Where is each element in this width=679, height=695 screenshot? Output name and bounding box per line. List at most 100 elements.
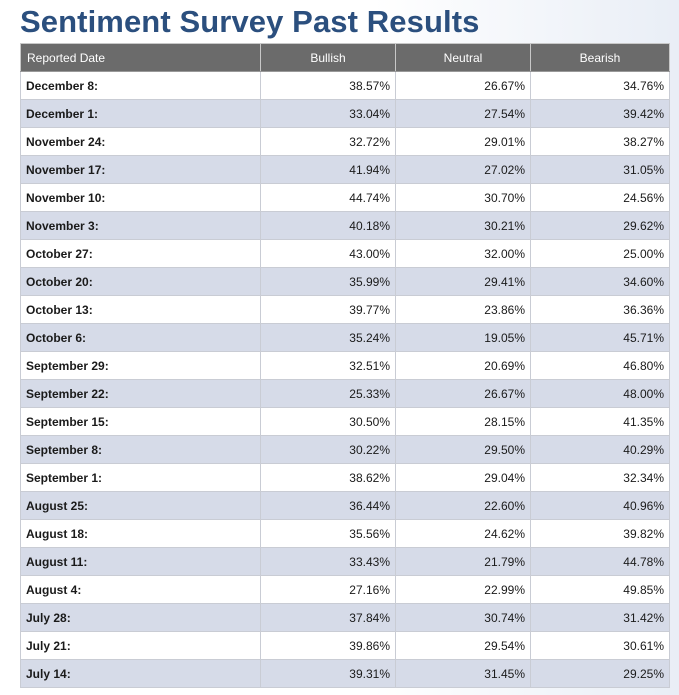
- table-row: August 25: 36.44% 22.60% 40.96%: [20, 491, 670, 520]
- cell-bearish: 32.34%: [530, 463, 670, 492]
- cell-date: July 21:: [20, 631, 261, 660]
- cell-neutral: 30.74%: [395, 603, 531, 632]
- cell-bullish: 40.18%: [260, 211, 396, 240]
- cell-bullish: 25.33%: [260, 379, 396, 408]
- table-row: December 1: 33.04% 27.54% 39.42%: [20, 99, 670, 128]
- cell-date: November 10:: [20, 183, 261, 212]
- cell-bearish: 49.85%: [530, 575, 670, 604]
- cell-bearish: 31.05%: [530, 155, 670, 184]
- cell-date: July 14:: [20, 659, 261, 688]
- table-row: November 17: 41.94% 27.02% 31.05%: [20, 155, 670, 184]
- cell-neutral: 21.79%: [395, 547, 531, 576]
- cell-bullish: 43.00%: [260, 239, 396, 268]
- cell-bullish: 39.31%: [260, 659, 396, 688]
- cell-bullish: 30.50%: [260, 407, 396, 436]
- table-row: October 6: 35.24% 19.05% 45.71%: [20, 323, 670, 352]
- cell-neutral: 32.00%: [395, 239, 531, 268]
- cell-neutral: 28.15%: [395, 407, 531, 436]
- table-row: September 29: 32.51% 20.69% 46.80%: [20, 351, 670, 380]
- cell-neutral: 23.86%: [395, 295, 531, 324]
- table-row: July 14: 39.31% 31.45% 29.25%: [20, 659, 670, 688]
- cell-bearish: 46.80%: [530, 351, 670, 380]
- cell-date: October 27:: [20, 239, 261, 268]
- cell-neutral: 26.67%: [395, 379, 531, 408]
- table-row: September 15: 30.50% 28.15% 41.35%: [20, 407, 670, 436]
- table-row: September 22: 25.33% 26.67% 48.00%: [20, 379, 670, 408]
- cell-date: August 11:: [20, 547, 261, 576]
- cell-bearish: 30.61%: [530, 631, 670, 660]
- cell-bearish: 40.96%: [530, 491, 670, 520]
- cell-date: November 24:: [20, 127, 261, 156]
- cell-neutral: 29.41%: [395, 267, 531, 296]
- table-row: November 3: 40.18% 30.21% 29.62%: [20, 211, 670, 240]
- cell-date: December 8:: [20, 71, 261, 100]
- cell-date: August 4:: [20, 575, 261, 604]
- cell-date: November 17:: [20, 155, 261, 184]
- cell-date: September 29:: [20, 351, 261, 380]
- cell-neutral: 30.70%: [395, 183, 531, 212]
- cell-neutral: 29.04%: [395, 463, 531, 492]
- cell-bearish: 39.82%: [530, 519, 670, 548]
- table-row: September 8: 30.22% 29.50% 40.29%: [20, 435, 670, 464]
- cell-bearish: 29.25%: [530, 659, 670, 688]
- cell-neutral: 29.01%: [395, 127, 531, 156]
- cell-bearish: 24.56%: [530, 183, 670, 212]
- cell-bullish: 30.22%: [260, 435, 396, 464]
- cell-date: September 15:: [20, 407, 261, 436]
- table-row: September 1: 38.62% 29.04% 32.34%: [20, 463, 670, 492]
- cell-neutral: 26.67%: [395, 71, 531, 100]
- cell-bullish: 44.74%: [260, 183, 396, 212]
- column-header-bearish: Bearish: [530, 43, 670, 72]
- cell-bullish: 35.99%: [260, 267, 396, 296]
- cell-bearish: 40.29%: [530, 435, 670, 464]
- cell-date: August 18:: [20, 519, 261, 548]
- cell-bullish: 41.94%: [260, 155, 396, 184]
- table-row: August 11: 33.43% 21.79% 44.78%: [20, 547, 670, 576]
- table-row: August 4: 27.16% 22.99% 49.85%: [20, 575, 670, 604]
- cell-bearish: 48.00%: [530, 379, 670, 408]
- table-row: October 13: 39.77% 23.86% 36.36%: [20, 295, 670, 324]
- cell-date: September 22:: [20, 379, 261, 408]
- column-header-neutral: Neutral: [395, 43, 531, 72]
- cell-neutral: 27.54%: [395, 99, 531, 128]
- cell-neutral: 22.60%: [395, 491, 531, 520]
- cell-neutral: 19.05%: [395, 323, 531, 352]
- cell-bearish: 36.36%: [530, 295, 670, 324]
- column-header-reported-date: Reported Date: [20, 43, 261, 72]
- cell-bearish: 31.42%: [530, 603, 670, 632]
- cell-neutral: 20.69%: [395, 351, 531, 380]
- cell-date: November 3:: [20, 211, 261, 240]
- cell-bearish: 39.42%: [530, 99, 670, 128]
- cell-neutral: 31.45%: [395, 659, 531, 688]
- table-row: July 28: 37.84% 30.74% 31.42%: [20, 603, 670, 632]
- cell-date: December 1:: [20, 99, 261, 128]
- cell-bullish: 32.72%: [260, 127, 396, 156]
- cell-date: October 6:: [20, 323, 261, 352]
- cell-neutral: 29.50%: [395, 435, 531, 464]
- cell-neutral: 24.62%: [395, 519, 531, 548]
- column-header-bullish: Bullish: [260, 43, 396, 72]
- cell-bearish: 41.35%: [530, 407, 670, 436]
- cell-neutral: 22.99%: [395, 575, 531, 604]
- cell-bullish: 32.51%: [260, 351, 396, 380]
- table-row: October 20: 35.99% 29.41% 34.60%: [20, 267, 670, 296]
- cell-date: October 20:: [20, 267, 261, 296]
- results-table-body: December 8: 38.57% 26.67% 34.76% Decembe…: [20, 71, 670, 688]
- cell-bullish: 35.24%: [260, 323, 396, 352]
- cell-bearish: 45.71%: [530, 323, 670, 352]
- cell-bullish: 35.56%: [260, 519, 396, 548]
- table-row: August 18: 35.56% 24.62% 39.82%: [20, 519, 670, 548]
- cell-bullish: 38.62%: [260, 463, 396, 492]
- cell-bullish: 39.86%: [260, 631, 396, 660]
- cell-neutral: 29.54%: [395, 631, 531, 660]
- table-row: July 21: 39.86% 29.54% 30.61%: [20, 631, 670, 660]
- cell-date: September 8:: [20, 435, 261, 464]
- cell-bullish: 33.43%: [260, 547, 396, 576]
- cell-bullish: 36.44%: [260, 491, 396, 520]
- table-header-row: Reported Date Bullish Neutral Bearish: [20, 43, 670, 72]
- cell-bearish: 44.78%: [530, 547, 670, 576]
- cell-bullish: 39.77%: [260, 295, 396, 324]
- cell-bullish: 33.04%: [260, 99, 396, 128]
- cell-bullish: 38.57%: [260, 71, 396, 100]
- cell-bullish: 37.84%: [260, 603, 396, 632]
